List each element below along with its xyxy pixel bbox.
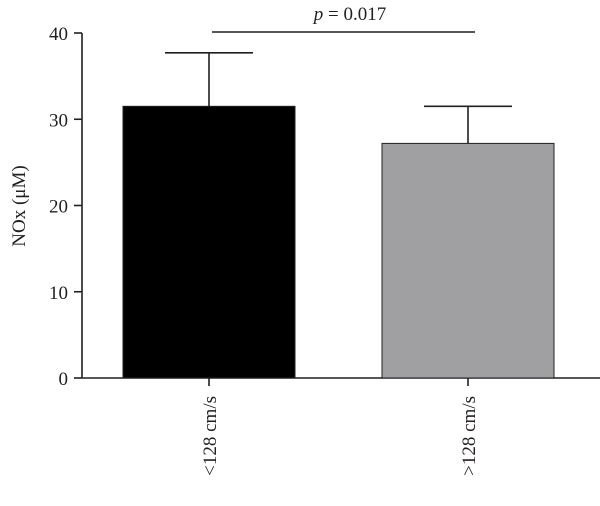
- bar-1: [122, 105, 296, 379]
- y-tick-label: 0: [59, 369, 69, 390]
- y-tick-label: 30: [49, 110, 68, 131]
- p-value: = 0.017: [323, 4, 386, 25]
- x-category-label: >128 cm/s: [459, 396, 480, 476]
- p-value-annotation: p = 0.017: [312, 4, 386, 25]
- y-tick-label: 10: [49, 283, 68, 304]
- y-tick-label: 40: [49, 24, 68, 45]
- error-bars: [165, 52, 512, 144]
- bars: [122, 105, 555, 379]
- y-ticks: 0 10 20 30 40: [49, 24, 82, 390]
- p-symbol: p: [312, 4, 324, 25]
- x-category-label: <128 cm/s: [200, 396, 221, 476]
- x-ticks: <128 cm/s >128 cm/s: [200, 378, 480, 476]
- y-tick-label: 20: [49, 197, 68, 218]
- bar-2: [381, 142, 555, 379]
- y-axis-title: NOx (μM): [9, 165, 30, 246]
